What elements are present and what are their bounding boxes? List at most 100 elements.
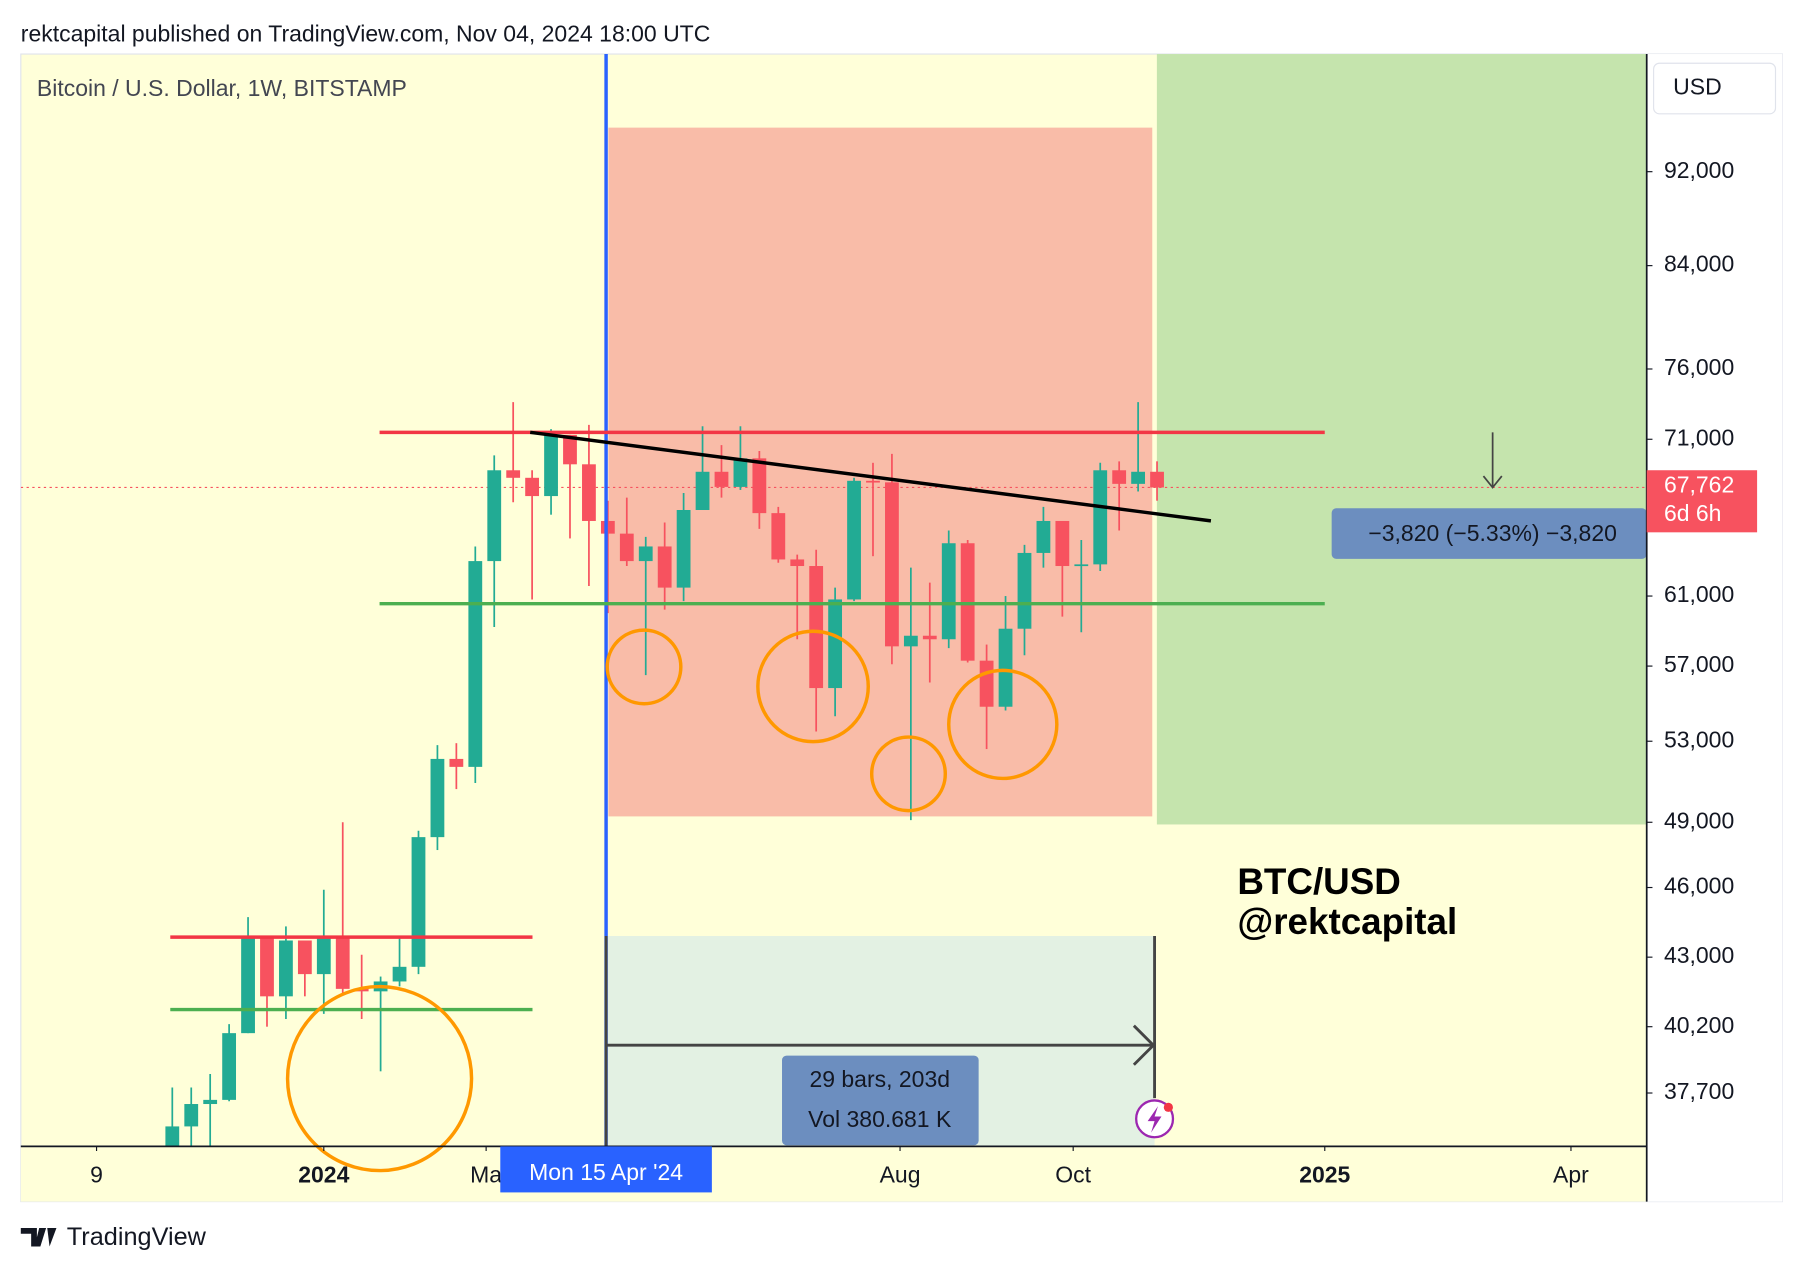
- last-price-box: [1646, 470, 1758, 533]
- candle-body: [241, 938, 255, 1034]
- y-tick-label: 61,000: [1664, 581, 1734, 607]
- event-dot: [1163, 1102, 1173, 1112]
- event-bolt: [1147, 1106, 1162, 1133]
- candle-body: [1017, 552, 1032, 629]
- crosshair-label: Mon 15 Apr '24: [529, 1159, 683, 1185]
- y-tick-label: 92,000: [1664, 157, 1734, 183]
- candle-body: [809, 566, 824, 689]
- candle-body: [1112, 470, 1127, 484]
- candle-body: [828, 599, 843, 689]
- drawings: 29 bars, 203d Vol 380.681 K −3,820 (−5.3…: [170, 54, 1647, 1173]
- annotation: @rektcapital: [1237, 901, 1457, 942]
- candle-body: [922, 635, 937, 640]
- candle-body: [184, 1104, 199, 1127]
- x-tick-label: Apr: [1553, 1161, 1589, 1187]
- candle-body: [1036, 520, 1051, 553]
- currency: USD: [1673, 74, 1722, 100]
- candle-body: [1131, 471, 1146, 484]
- candle-body: [695, 471, 710, 511]
- candle-body: [316, 935, 331, 975]
- candle-body: [885, 482, 899, 647]
- measure-volume: Vol 380.681 K: [808, 1106, 952, 1132]
- candle-body: [771, 513, 786, 560]
- candles: [20, 402, 1647, 1147]
- candle-body: [468, 561, 483, 767]
- candle-body: [411, 837, 426, 967]
- candle-body: [1055, 520, 1070, 567]
- candle-body: [392, 966, 407, 982]
- candle-body: [525, 477, 540, 497]
- target-zone: [1156, 54, 1647, 825]
- candle-body: [544, 434, 558, 497]
- circles: [285, 628, 1059, 1173]
- measure-bars: 29 bars, 203d: [809, 1066, 950, 1092]
- measure-arrowhead: [1132, 1024, 1156, 1066]
- footer: TradingView: [67, 1223, 207, 1251]
- y-tick-label: 53,000: [1664, 726, 1734, 752]
- candle-body: [354, 988, 369, 992]
- candle-body: [998, 628, 1013, 707]
- candle-body: [222, 1033, 237, 1100]
- y-tick-label: 84,000: [1664, 251, 1734, 277]
- circle: [756, 629, 870, 744]
- candle-body: [430, 758, 445, 838]
- candle-body: [714, 471, 729, 487]
- candle-body: [733, 458, 748, 487]
- axes: 92,000 84,000 76,000 71,000 61,000 57,000 53,0…: [90, 157, 1758, 1187]
- candle-body: [582, 464, 596, 521]
- y-tick-label: 76,000: [1664, 354, 1734, 380]
- candle-body: [979, 660, 994, 707]
- candle-body: [563, 434, 577, 465]
- currency-button[interactable]: [1653, 62, 1777, 115]
- price-scale: [1646, 54, 1783, 1202]
- x-tick-label: 2024: [298, 1161, 349, 1187]
- trend-line: [529, 430, 1212, 523]
- price-arrowhead: [1482, 475, 1503, 489]
- circle: [285, 984, 474, 1173]
- candle-body: [487, 470, 502, 562]
- circle: [605, 628, 683, 706]
- measure-label-box: [782, 1055, 979, 1146]
- candle-body: [941, 543, 956, 640]
- x-tick-label: 2025: [1299, 1161, 1350, 1187]
- crosshair-label-box: [500, 1146, 712, 1193]
- chart-title: Bitcoin / U.S. Dollar, 1W, BITSTAMP: [37, 75, 407, 101]
- annotation: BTC/USD: [1237, 861, 1400, 902]
- countdown: 6d 6h: [1664, 500, 1722, 526]
- y-tick-label: 57,000: [1664, 651, 1734, 677]
- x-tick-label: Ma: [470, 1161, 502, 1187]
- candle-body: [260, 938, 274, 997]
- candle-body: [1093, 470, 1108, 565]
- candle-body: [866, 480, 880, 483]
- y-tick-label: 46,000: [1664, 873, 1734, 899]
- candle-body: [752, 458, 767, 514]
- header: rektcapital published on TradingView.com…: [21, 21, 711, 47]
- candle-body: [657, 546, 672, 588]
- y-tick-label: 71,000: [1664, 424, 1734, 450]
- candle-body: [297, 940, 312, 975]
- x-tick-label: Oct: [1055, 1161, 1091, 1187]
- candle-body: [600, 520, 615, 534]
- candle-body: [449, 758, 464, 767]
- y-tick-label: 49,000: [1664, 807, 1734, 833]
- circle: [947, 668, 1059, 781]
- y-tick-label: 37,700: [1664, 1078, 1734, 1104]
- y-tick-label: 40,200: [1664, 1012, 1734, 1038]
- measure-price: −3,820 (−5.33%) −3,820: [1368, 520, 1617, 546]
- circle: [869, 735, 948, 813]
- candle-body: [335, 935, 350, 989]
- candle-body: [903, 635, 918, 647]
- candle-body: [165, 1126, 180, 1147]
- measure-price-box: [1331, 508, 1647, 559]
- time-scale: [20, 1146, 1647, 1202]
- candle-body: [847, 480, 861, 600]
- candle-body: [638, 546, 653, 562]
- x-tick-label: 9: [90, 1161, 103, 1187]
- y-tick-label: 43,000: [1664, 942, 1734, 968]
- last-price-label: 67,762: [1664, 471, 1734, 497]
- candle-body: [1074, 564, 1089, 567]
- candle-body: [506, 470, 521, 478]
- tv-logo: [20, 1228, 57, 1247]
- x-tick-label: Aug: [880, 1161, 921, 1187]
